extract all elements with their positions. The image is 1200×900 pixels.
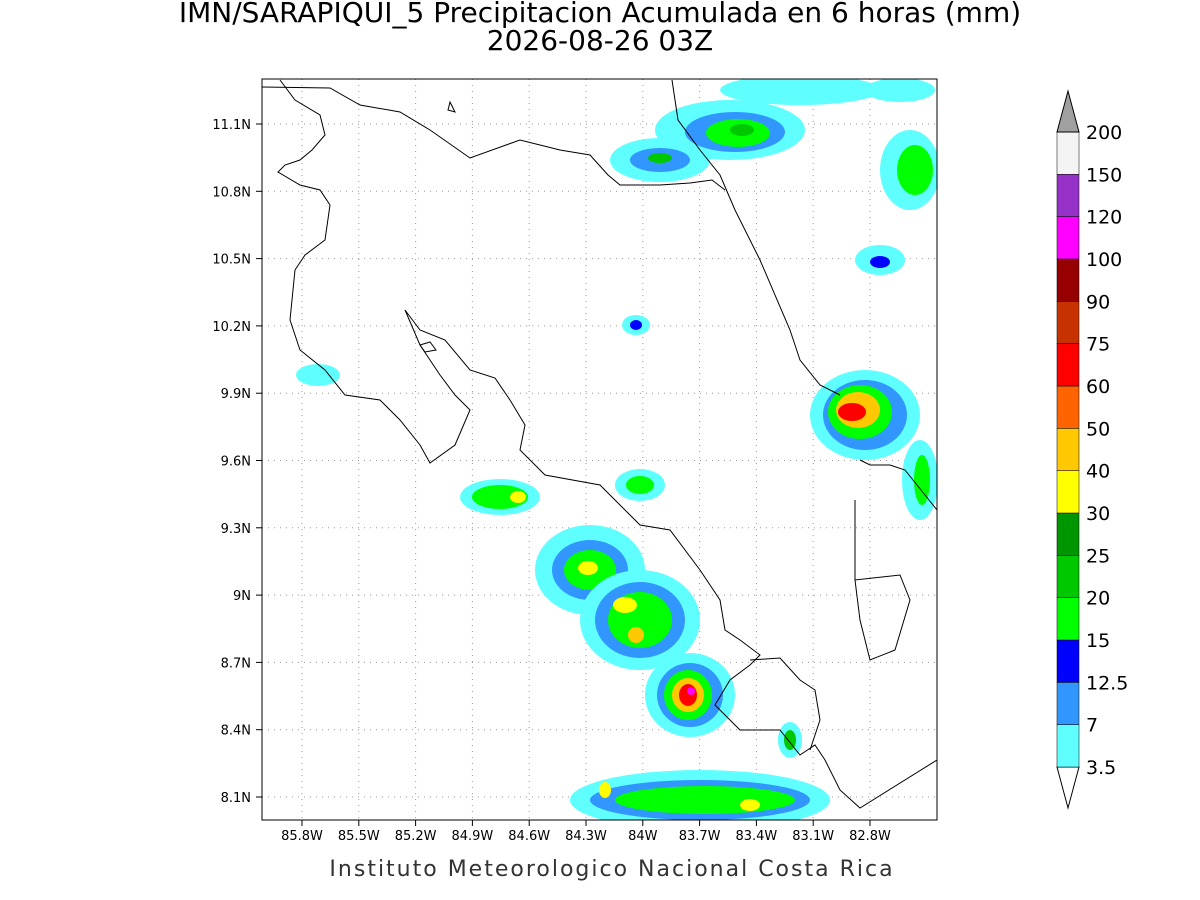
lat-tick-label: 11.1N	[212, 118, 251, 133]
colorbar-segment	[1056, 301, 1080, 344]
lon-tick-label: 85.8W	[281, 829, 323, 844]
lon-tick-label: 84.9W	[451, 829, 493, 844]
colorbar-segment	[1056, 131, 1080, 175]
lon-tick-label: 84.3W	[565, 829, 607, 844]
colorbar-label: 60	[1086, 376, 1110, 398]
lat-tick-label: 10.5N	[212, 253, 251, 268]
lon-tick-label: 84W	[628, 829, 658, 844]
lat-tick-label: 9.3N	[221, 522, 251, 537]
map-frame	[261, 78, 938, 821]
colorbar-label: 25	[1086, 545, 1110, 567]
lat-tick-label: 8.7N	[221, 656, 251, 671]
precipitation	[296, 79, 937, 820]
lat-tick-label: 10.2N	[212, 320, 251, 335]
colorbar-label: 7	[1086, 715, 1098, 737]
colorbar-segment	[1056, 724, 1080, 768]
subtitle: 2026-08-26 03Z	[487, 24, 713, 57]
colorbar-label: 3.5	[1086, 757, 1116, 779]
colorbar-segment	[1056, 428, 1080, 471]
lon-tick-label: 83.7W	[679, 829, 721, 844]
coastlines	[262, 79, 937, 809]
lat-tick-label: 9.9N	[221, 387, 251, 402]
colorbar-label: 20	[1086, 588, 1110, 610]
colorbar-label: 200	[1086, 122, 1122, 144]
lon-tick-label: 84.6W	[508, 829, 550, 844]
colorbar-segment	[1056, 555, 1080, 598]
colorbar-under	[1056, 766, 1080, 810]
colorbar-segment	[1056, 343, 1080, 387]
colorbar-segment	[1056, 385, 1080, 429]
colorbar-label: 12.5	[1086, 672, 1128, 694]
title: IMN/SARAPIQUI_5 Precipitacion Acumulada …	[179, 0, 1021, 29]
colorbar-segment	[1056, 174, 1080, 217]
colorbar: 3.5 7 12.5 15 20 25 30 40 50 60 75 90 100 120 150 200	[1056, 89, 1128, 810]
lat-tick-label: 8.1N	[221, 791, 251, 806]
lon-tick-label: 85.2W	[395, 829, 437, 844]
lon-tick-label: 82.8W	[849, 829, 891, 844]
lon-tick-label: 83.1W	[792, 829, 834, 844]
lat-tick-label: 10.8N	[212, 185, 251, 200]
colorbar-segment	[1056, 216, 1080, 260]
colorbar-label: 120	[1086, 207, 1122, 229]
colorbar-segment	[1056, 258, 1080, 302]
colorbar-over	[1056, 89, 1080, 133]
colorbar-segment	[1056, 470, 1080, 514]
colorbar-label: 100	[1086, 249, 1122, 271]
colorbar-segment	[1056, 512, 1080, 556]
colorbar-label: 40	[1086, 461, 1110, 483]
axes: 85.8W 85.5W 85.2W 84.9W 84.6W 84.3W 84W 83.7W 83…	[212, 118, 891, 844]
colorbar-segment	[1056, 639, 1080, 683]
lon-tick-label: 83.4W	[735, 829, 777, 844]
colorbar-label: 150	[1086, 164, 1122, 186]
lat-tick-label: 9N	[233, 589, 251, 604]
colorbar-label: 15	[1086, 630, 1110, 652]
lon-tick-label: 85.5W	[338, 829, 380, 844]
rain-cluster	[296, 79, 937, 820]
lat-tick-label: 8.4N	[221, 724, 251, 739]
colorbar-label: 75	[1086, 334, 1110, 356]
colorbar-label: 30	[1086, 503, 1110, 525]
colorbar-label: 50	[1086, 418, 1110, 440]
lat-tick-label: 9.6N	[221, 455, 251, 470]
colorbar-label: 90	[1086, 291, 1110, 313]
footer: Instituto Meteorologico Nacional Costa R…	[329, 857, 894, 882]
colorbar-segment	[1056, 682, 1080, 725]
colorbar-segment	[1056, 597, 1080, 641]
